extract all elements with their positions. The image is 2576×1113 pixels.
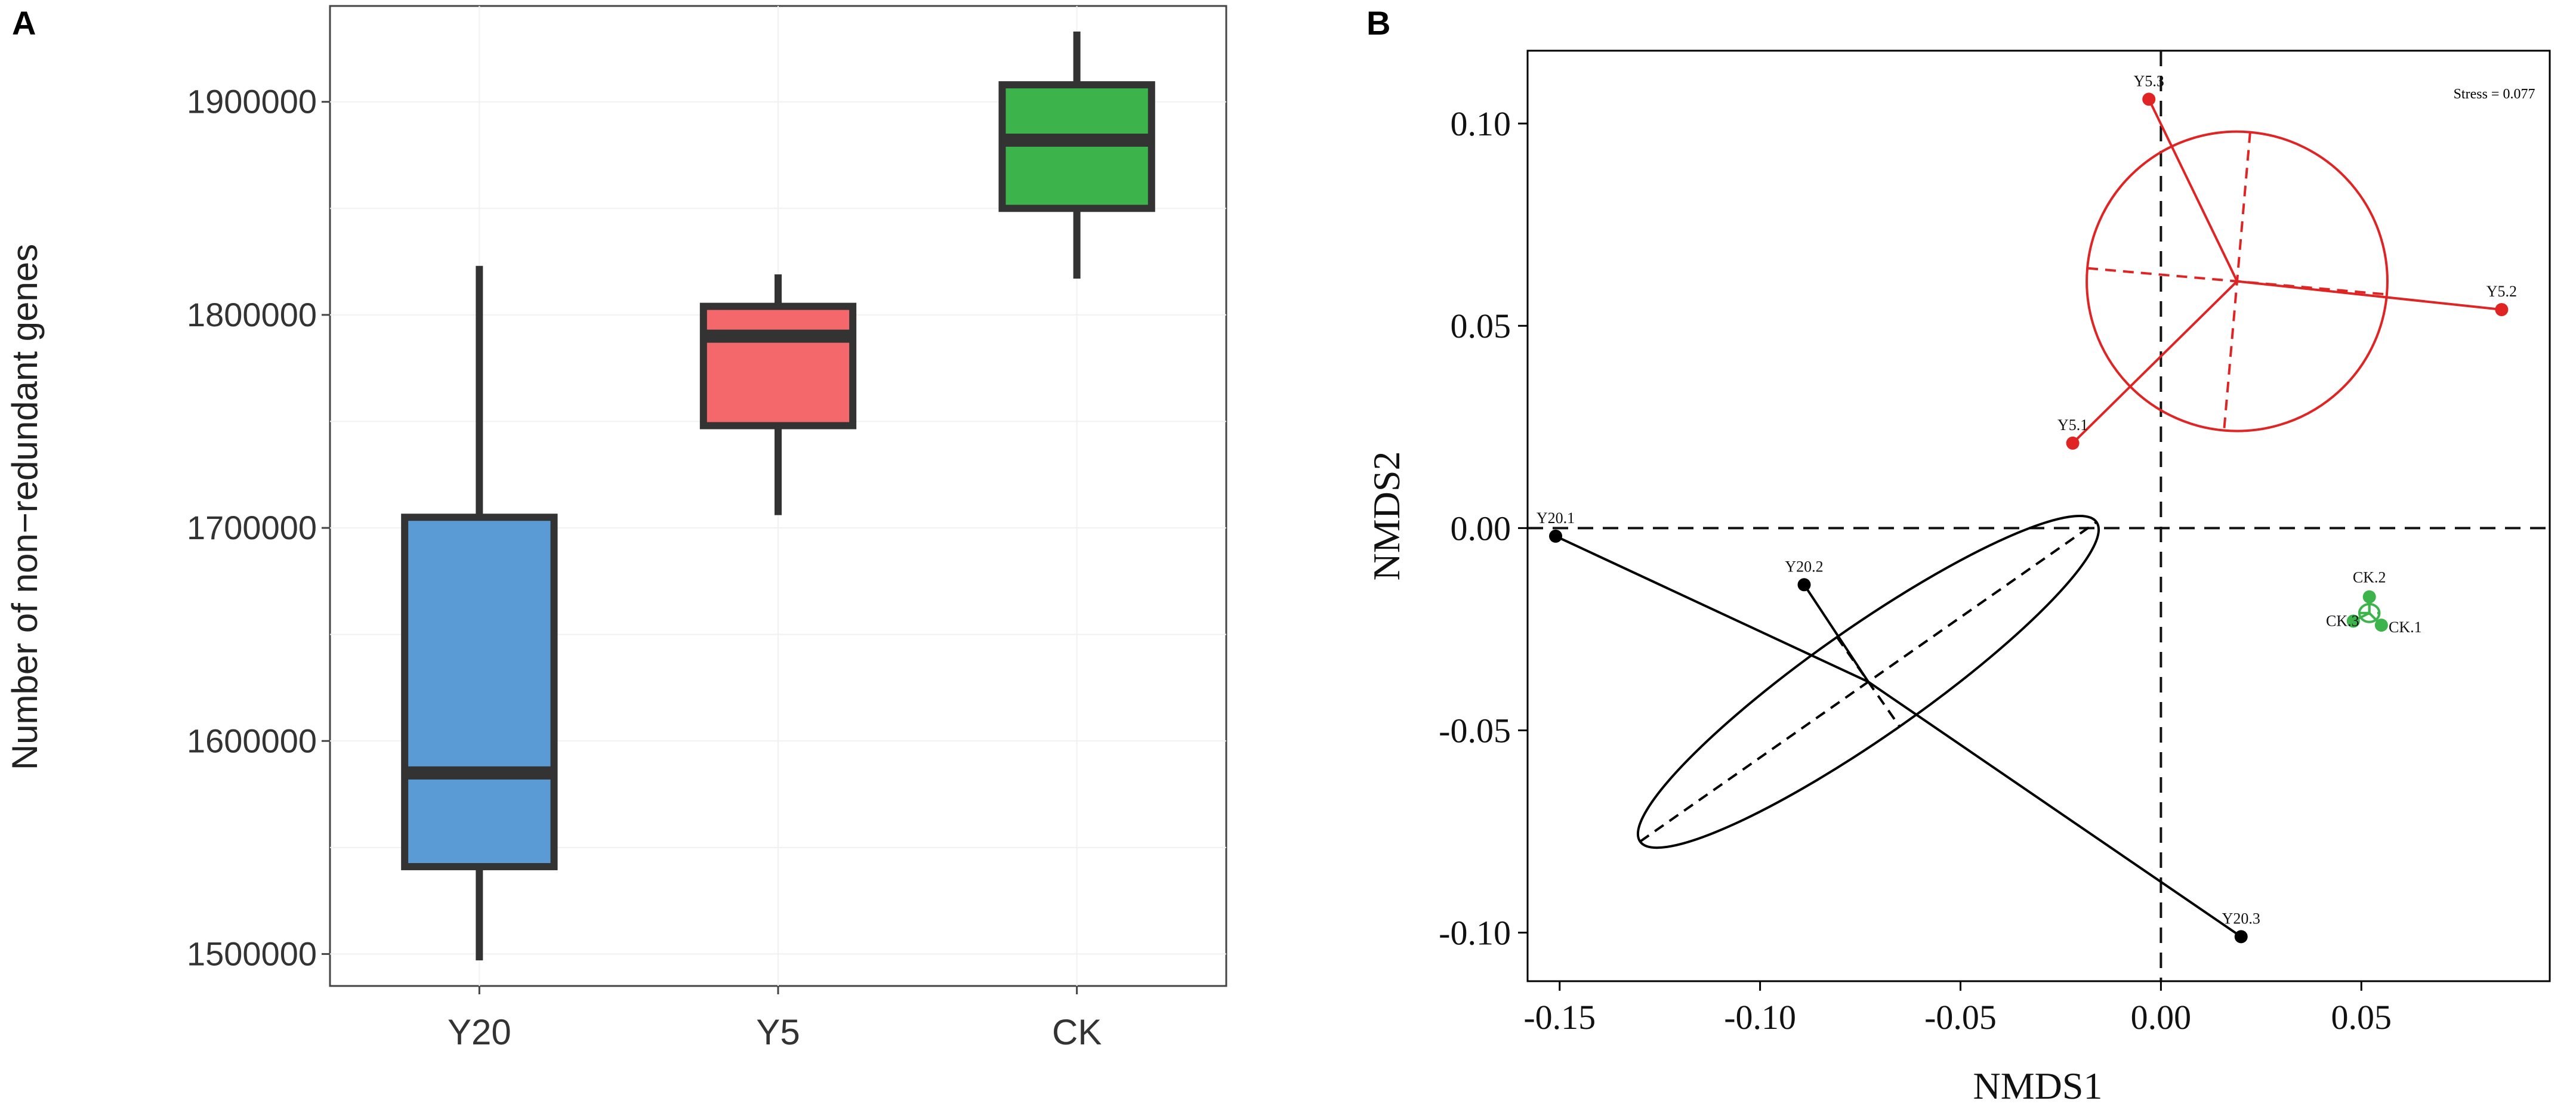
series-y5: Y5.1 Y5.2 Y5.3 — [2057, 72, 2517, 450]
boxplot-y-axis-label: Number of non−redundant genes — [5, 244, 45, 770]
x-tick-label: CK — [1052, 1012, 1102, 1052]
nmds-y-ticks: -0.10 -0.05 0.00 0.05 0.10 — [1439, 104, 1528, 953]
box-y5 — [699, 274, 857, 515]
iqr-box — [401, 514, 558, 870]
data-point — [1797, 578, 1811, 592]
x-tick-label: 0.05 — [2331, 998, 2392, 1037]
data-point — [2495, 303, 2509, 317]
series-ck: CK.1 CK.2 CK.3 — [2326, 569, 2422, 636]
panel-b-label: B — [1366, 4, 1390, 42]
nmds-y-axis-label: NMDS2 — [1365, 452, 1408, 581]
data-point — [2066, 436, 2080, 450]
boxplot-x-ticks: Y20 Y5 CK — [448, 986, 1102, 1052]
point-label: Y5.1 — [2057, 416, 2088, 434]
point-label: Y20.1 — [1537, 509, 1575, 527]
x-tick-label: 0.00 — [2131, 998, 2192, 1037]
nmds-series: Y5.1 Y5.2 Y5.3 Y20.1 Y20.2 Y20.3 CK.1 CK.2 CK.3 — [1537, 72, 2517, 944]
spider-line — [2072, 280, 2238, 444]
point-label: Y5.2 — [2486, 283, 2517, 300]
stress-annotation: Stress = 0.077 — [2454, 86, 2535, 102]
spider-line — [2236, 280, 2502, 311]
x-tick-label: -0.15 — [1523, 998, 1596, 1037]
x-tick-label: -0.05 — [1924, 998, 1997, 1037]
box-y20 — [401, 265, 558, 961]
y-tick-label: 0.00 — [1451, 509, 1511, 548]
panel-a-label: A — [12, 4, 36, 42]
y-tick-label: -0.10 — [1439, 914, 1511, 953]
x-tick-label: -0.10 — [1724, 998, 1796, 1037]
nmds-reference-lines — [1528, 51, 2550, 981]
data-point — [2234, 930, 2248, 944]
spider-line — [1867, 681, 2242, 938]
spider-line — [1555, 535, 1869, 683]
nmds-plot-area — [1526, 50, 2551, 982]
nmds-x-axis-label: NMDS1 — [1973, 1065, 2103, 1107]
data-point — [2362, 590, 2376, 604]
y-tick-label: 0.10 — [1451, 104, 1511, 143]
data-point — [1549, 529, 1563, 543]
box-ck — [998, 31, 1155, 279]
y-tick-label: 1700000 — [187, 509, 317, 546]
point-label: Y20.3 — [2222, 910, 2260, 927]
x-tick-label: Y20 — [448, 1012, 511, 1052]
y-tick-label: 1800000 — [187, 296, 317, 333]
point-label: Y5.3 — [2134, 72, 2164, 89]
iqr-box — [699, 302, 857, 429]
point-label: CK.2 — [2353, 569, 2386, 586]
spider-line — [2148, 98, 2238, 282]
point-label: CK.1 — [2389, 619, 2422, 636]
y-tick-label: 1600000 — [187, 722, 317, 759]
point-label: CK.3 — [2326, 612, 2359, 629]
y-tick-label: 1900000 — [187, 83, 317, 120]
y-tick-label: -0.05 — [1439, 711, 1511, 750]
x-tick-label: Y5 — [756, 1012, 800, 1052]
boxplot-y-ticks: 1500000 1600000 1700000 1800000 1900000 — [187, 83, 330, 972]
y-tick-label: 0.05 — [1451, 307, 1511, 345]
data-point — [2346, 614, 2360, 628]
series-y20: Y20.1 Y20.2 Y20.3 — [1537, 509, 2260, 944]
point-label: Y20.2 — [1785, 558, 1823, 575]
boxplot-boxes — [401, 31, 1155, 961]
y-tick-label: 1500000 — [187, 935, 317, 972]
data-point — [2142, 92, 2156, 106]
nmds-panel: Y5.1Y5.2Y5.3Y20.1Y20.2Y20.3CK.1CK.2CK.3 … — [1365, 50, 2551, 1107]
spider-line — [1803, 584, 1869, 683]
data-point — [2374, 619, 2388, 632]
nmds-x-ticks: -0.15 -0.10 -0.05 0.00 0.05 — [1523, 981, 2392, 1037]
